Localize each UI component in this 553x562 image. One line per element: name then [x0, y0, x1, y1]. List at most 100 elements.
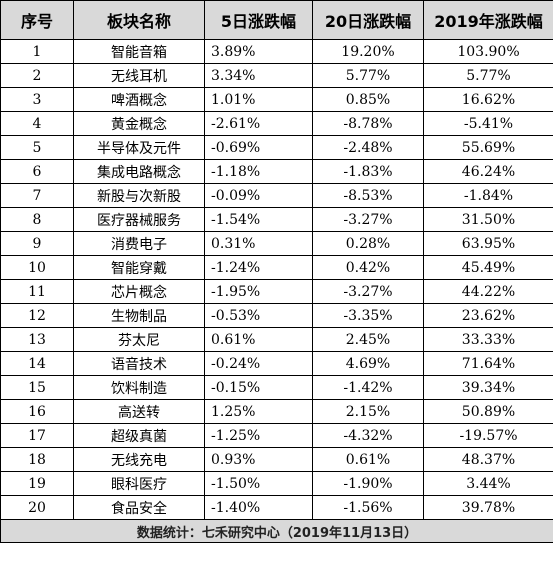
table-row: 6 集成电路概念 -1.18% -1.83% 46.24%	[0, 159, 553, 184]
cell-sector-name: 黄金概念	[73, 111, 205, 136]
cell-2019-change: 48.37%	[423, 447, 553, 472]
cell-sector-name: 啤酒概念	[73, 87, 205, 112]
cell-sector-name: 半导体及元件	[73, 135, 205, 160]
table-row: 10 智能穿戴 -1.24% 0.42% 45.49%	[0, 255, 553, 280]
cell-index: 17	[0, 423, 74, 448]
cell-5day-change: -1.95%	[204, 279, 313, 304]
cell-index: 4	[0, 111, 74, 136]
table-row: 3 啤酒概念 1.01% 0.85% 16.62%	[0, 87, 553, 112]
cell-index: 18	[0, 447, 74, 472]
cell-sector-name: 医疗器械服务	[73, 207, 205, 232]
cell-20day-change: -3.27%	[312, 279, 424, 304]
cell-20day-change: -1.90%	[312, 471, 424, 496]
table-row: 20 食品安全 -1.40% -1.56% 39.78%	[0, 495, 553, 520]
cell-5day-change: -1.50%	[204, 471, 313, 496]
cell-5day-change: -0.09%	[204, 183, 313, 208]
cell-20day-change: 19.20%	[312, 39, 424, 64]
cell-2019-change: 39.78%	[423, 495, 553, 520]
cell-sector-name: 生物制品	[73, 303, 205, 328]
header-5day-change: 5日涨跌幅	[204, 0, 313, 40]
cell-index: 14	[0, 351, 74, 376]
cell-5day-change: -1.24%	[204, 255, 313, 280]
cell-index: 7	[0, 183, 74, 208]
table-row: 14 语音技术 -0.24% 4.69% 71.64%	[0, 351, 553, 376]
cell-5day-change: 1.25%	[204, 399, 313, 424]
cell-sector-name: 智能穿戴	[73, 255, 205, 280]
cell-sector-name: 饮料制造	[73, 375, 205, 400]
cell-2019-change: 16.62%	[423, 87, 553, 112]
sector-performance-table: 序号 板块名称 5日涨跌幅 20日涨跌幅 2019年涨跌幅 1 智能音箱 3.89%…	[0, 0, 553, 543]
cell-20day-change: 0.85%	[312, 87, 424, 112]
header-row: 序号 板块名称 5日涨跌幅 20日涨跌幅 2019年涨跌幅	[0, 0, 553, 40]
table-row: 16 高送转 1.25% 2.15% 50.89%	[0, 399, 553, 424]
table-row: 18 无线充电 0.93% 0.61% 48.37%	[0, 447, 553, 472]
table-row: 1 智能音箱 3.89% 19.20% 103.90%	[0, 39, 553, 64]
cell-2019-change: 5.77%	[423, 63, 553, 88]
table-row: 2 无线耳机 3.34% 5.77% 5.77%	[0, 63, 553, 88]
cell-index: 15	[0, 375, 74, 400]
cell-index: 20	[0, 495, 74, 520]
cell-20day-change: 0.61%	[312, 447, 424, 472]
table-row: 7 新股与次新股 -0.09% -8.53% -1.84%	[0, 183, 553, 208]
cell-sector-name: 新股与次新股	[73, 183, 205, 208]
cell-2019-change: 45.49%	[423, 255, 553, 280]
cell-5day-change: 0.31%	[204, 231, 313, 256]
cell-20day-change: 0.42%	[312, 255, 424, 280]
cell-sector-name: 高送转	[73, 399, 205, 424]
cell-2019-change: 44.22%	[423, 279, 553, 304]
cell-2019-change: 3.44%	[423, 471, 553, 496]
cell-index: 12	[0, 303, 74, 328]
cell-20day-change: -2.48%	[312, 135, 424, 160]
header-20day-change: 20日涨跌幅	[312, 0, 424, 40]
cell-20day-change: -8.53%	[312, 183, 424, 208]
cell-index: 3	[0, 87, 74, 112]
cell-20day-change: 4.69%	[312, 351, 424, 376]
table-row: 5 半导体及元件 -0.69% -2.48% 55.69%	[0, 135, 553, 160]
cell-20day-change: -8.78%	[312, 111, 424, 136]
cell-5day-change: -1.25%	[204, 423, 313, 448]
table-row: 8 医疗器械服务 -1.54% -3.27% 31.50%	[0, 207, 553, 232]
cell-index: 10	[0, 255, 74, 280]
cell-5day-change: -1.54%	[204, 207, 313, 232]
cell-20day-change: -3.35%	[312, 303, 424, 328]
cell-sector-name: 消费电子	[73, 231, 205, 256]
cell-2019-change: 55.69%	[423, 135, 553, 160]
cell-index: 8	[0, 207, 74, 232]
cell-5day-change: -0.15%	[204, 375, 313, 400]
cell-index: 1	[0, 39, 74, 64]
cell-sector-name: 食品安全	[73, 495, 205, 520]
cell-index: 11	[0, 279, 74, 304]
cell-20day-change: 5.77%	[312, 63, 424, 88]
cell-2019-change: 50.89%	[423, 399, 553, 424]
header-index: 序号	[0, 0, 74, 40]
cell-20day-change: 2.15%	[312, 399, 424, 424]
data-source-note: 数据统计：七禾研究中心（2019年11月13日）	[0, 519, 553, 543]
cell-20day-change: -1.42%	[312, 375, 424, 400]
cell-20day-change: 0.28%	[312, 231, 424, 256]
table-row: 11 芯片概念 -1.95% -3.27% 44.22%	[0, 279, 553, 304]
cell-2019-change: 39.34%	[423, 375, 553, 400]
cell-5day-change: -0.69%	[204, 135, 313, 160]
cell-sector-name: 集成电路概念	[73, 159, 205, 184]
cell-index: 16	[0, 399, 74, 424]
cell-sector-name: 无线耳机	[73, 63, 205, 88]
cell-5day-change: 0.93%	[204, 447, 313, 472]
cell-2019-change: -5.41%	[423, 111, 553, 136]
cell-index: 2	[0, 63, 74, 88]
cell-5day-change: -2.61%	[204, 111, 313, 136]
table-body: 1 智能音箱 3.89% 19.20% 103.90% 2 无线耳机 3.34% 5.77% 5.…	[0, 39, 553, 520]
cell-index: 19	[0, 471, 74, 496]
cell-sector-name: 芯片概念	[73, 279, 205, 304]
cell-2019-change: 31.50%	[423, 207, 553, 232]
cell-2019-change: -19.57%	[423, 423, 553, 448]
cell-20day-change: -3.27%	[312, 207, 424, 232]
cell-5day-change: 3.34%	[204, 63, 313, 88]
table-row: 9 消费电子 0.31% 0.28% 63.95%	[0, 231, 553, 256]
cell-5day-change: -1.40%	[204, 495, 313, 520]
table-row: 12 生物制品 -0.53% -3.35% 23.62%	[0, 303, 553, 328]
cell-5day-change: 1.01%	[204, 87, 313, 112]
cell-index: 5	[0, 135, 74, 160]
cell-index: 6	[0, 159, 74, 184]
table-row: 15 饮料制造 -0.15% -1.42% 39.34%	[0, 375, 553, 400]
cell-2019-change: 46.24%	[423, 159, 553, 184]
